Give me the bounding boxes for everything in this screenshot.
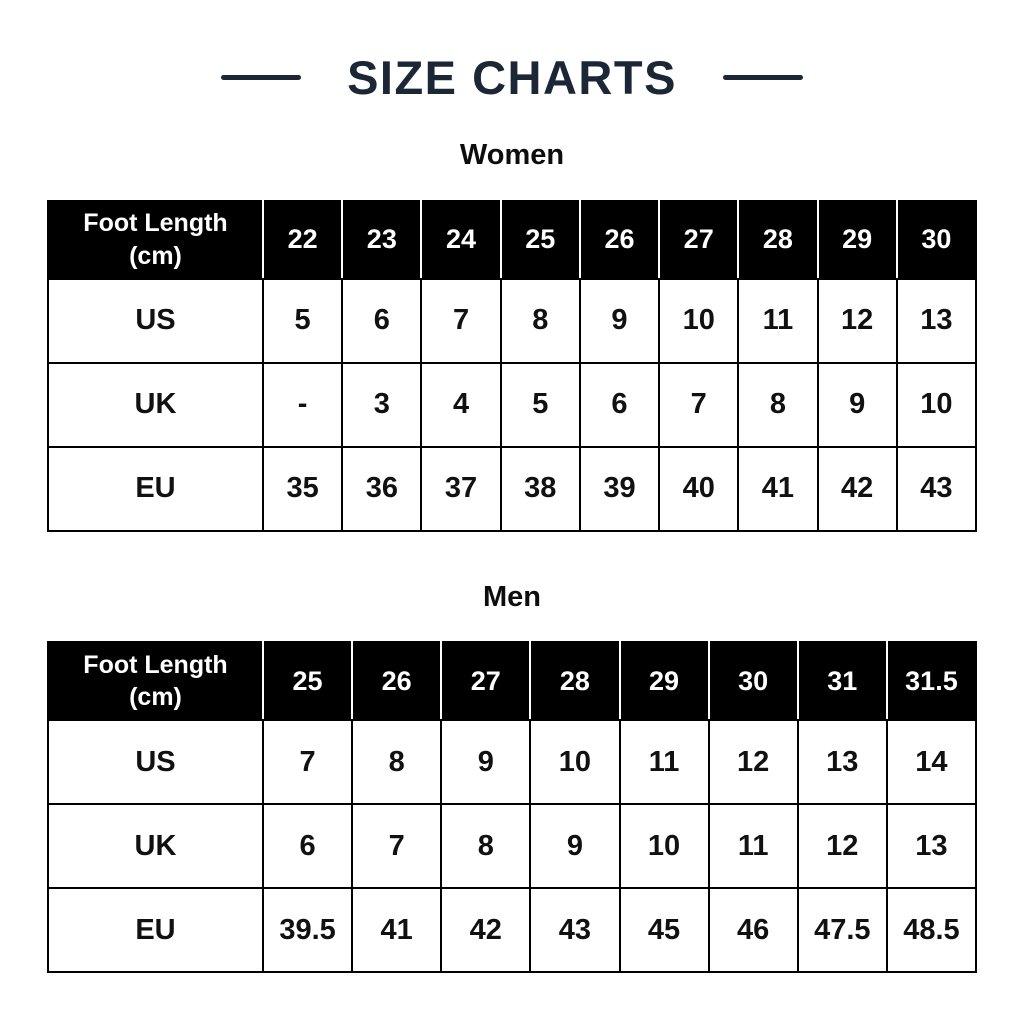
men-size-table: Foot Length (cm) 25 26 27 28 29 30 31 31.5 US 7 8 9… [47,641,978,974]
table-cell: 40 [658,445,740,532]
table-cell: 10 [529,719,621,806]
column-header: 30 [707,641,799,722]
table-row: US 7 8 9 10 11 12 13 14 [47,719,978,806]
table-cell: 7 [351,803,443,890]
women-table-body: US 5 6 7 8 9 10 11 12 13 UK -3 4 5 6 7 8 9 10 EU 35 36 37 38 39 4… [47,277,978,532]
row-label: UK [47,361,264,448]
table-cell: 41 [737,445,819,532]
table-cell: 10 [895,361,978,448]
table-cell: 9 [529,803,621,890]
row-label: US [47,277,264,364]
row-label: EU [47,445,264,532]
table-cell: 6 [341,277,423,364]
table-cell: 13 [796,719,888,806]
men-table-body: US 7 8 9 10 11 12 13 14 UK 6 7 8 9 10 11 12 13 EU 39.5 41 42 4… [47,719,978,974]
men-table-header: Foot Length (cm) 25 26 27 28 29 30 31 31.5 [47,641,978,722]
column-header: 23 [341,199,423,280]
table-cell: - [261,361,344,448]
table-row: UK -3 4 5 6 7 8 9 10 [47,361,978,448]
table-cell: 43 [529,887,621,974]
column-header: 28 [529,641,621,722]
page-title: SIZE CHARTS [347,51,677,104]
table-cell: 37 [420,445,502,532]
table-cell: 11 [707,803,799,890]
header-row: Foot Length (cm) 25 26 27 28 29 30 31 31.5 [47,641,978,722]
table-cell: 4 [420,361,502,448]
table-cell: 10 [658,277,740,364]
men-section-label: Men [483,580,541,613]
table-cell: 12 [796,803,888,890]
column-header: 27 [658,199,740,280]
table-cell: 13 [885,803,978,890]
table-cell: 42 [816,445,898,532]
table-cell: 35 [261,445,344,532]
table-cell: 41 [351,887,443,974]
table-cell: 9 [816,361,898,448]
table-cell: 36 [341,445,423,532]
column-header: 26 [578,199,661,280]
column-header: 24 [420,199,502,280]
table-cell: 45 [618,887,710,974]
column-header: 31.5 [885,641,978,722]
table-cell: 11 [737,277,819,364]
table-cell: 39.5 [261,887,354,974]
table-cell: 38 [499,445,581,532]
row-label: UK [47,803,264,890]
table-cell: 48.5 [885,887,978,974]
table-cell: 39 [578,445,661,532]
table-cell: 5 [261,277,344,364]
table-cell: 7 [420,277,502,364]
table-cell: 11 [618,719,710,806]
column-header: 29 [816,199,898,280]
column-header: 28 [737,199,819,280]
header-row: Foot Length (cm) 22 23 24 25 26 27 28 29 30 [47,199,978,280]
row-label: US [47,719,264,806]
column-header: 29 [618,641,710,722]
table-cell: 9 [578,277,661,364]
column-header: 25 [499,199,581,280]
table-row: EU 35 36 37 38 39 40 41 42 43 [47,445,978,532]
table-cell: 9 [440,719,532,806]
table-cell: 7 [261,719,354,806]
table-row: US 5 6 7 8 9 10 11 12 13 [47,277,978,364]
page-title-row: SIZE CHARTS [0,0,1024,104]
women-table-header: Foot Length (cm) 22 23 24 25 26 27 28 29 30 [47,199,978,280]
table-cell: 13 [895,277,978,364]
column-header: 31 [796,641,888,722]
table-cell: 5 [499,361,581,448]
foot-length-header: Foot Length (cm) [47,641,264,722]
table-cell: 8 [351,719,443,806]
title-dash-right-icon [722,75,803,81]
table-row: UK 6 7 8 9 10 11 12 13 [47,803,978,890]
table-cell: 14 [885,719,978,806]
table-cell: 10 [618,803,710,890]
table-cell: 12 [707,719,799,806]
row-label: EU [47,887,264,974]
table-cell: 3 [341,361,423,448]
column-header: 30 [895,199,978,280]
table-cell: 42 [440,887,532,974]
column-header: 26 [351,641,443,722]
column-header: 27 [440,641,532,722]
table-cell: 47.5 [796,887,888,974]
table-cell: 8 [499,277,581,364]
women-size-table: Foot Length (cm) 22 23 24 25 26 27 28 29 30 US 5 6 7… [47,199,978,532]
table-cell: 8 [440,803,532,890]
table-cell: 6 [261,803,354,890]
table-cell: 43 [895,445,978,532]
table-cell: 6 [578,361,661,448]
foot-length-header: Foot Length (cm) [47,199,264,280]
table-cell: 8 [737,361,819,448]
title-dash-left-icon [221,75,302,81]
table-cell: 12 [816,277,898,364]
table-row: EU 39.5 41 42 43 45 46 47.5 48.5 [47,887,978,974]
table-cell: 7 [658,361,740,448]
table-cell: 46 [707,887,799,974]
column-header: 22 [261,199,344,280]
column-header: 25 [261,641,354,722]
women-section-label: Women [459,138,565,171]
